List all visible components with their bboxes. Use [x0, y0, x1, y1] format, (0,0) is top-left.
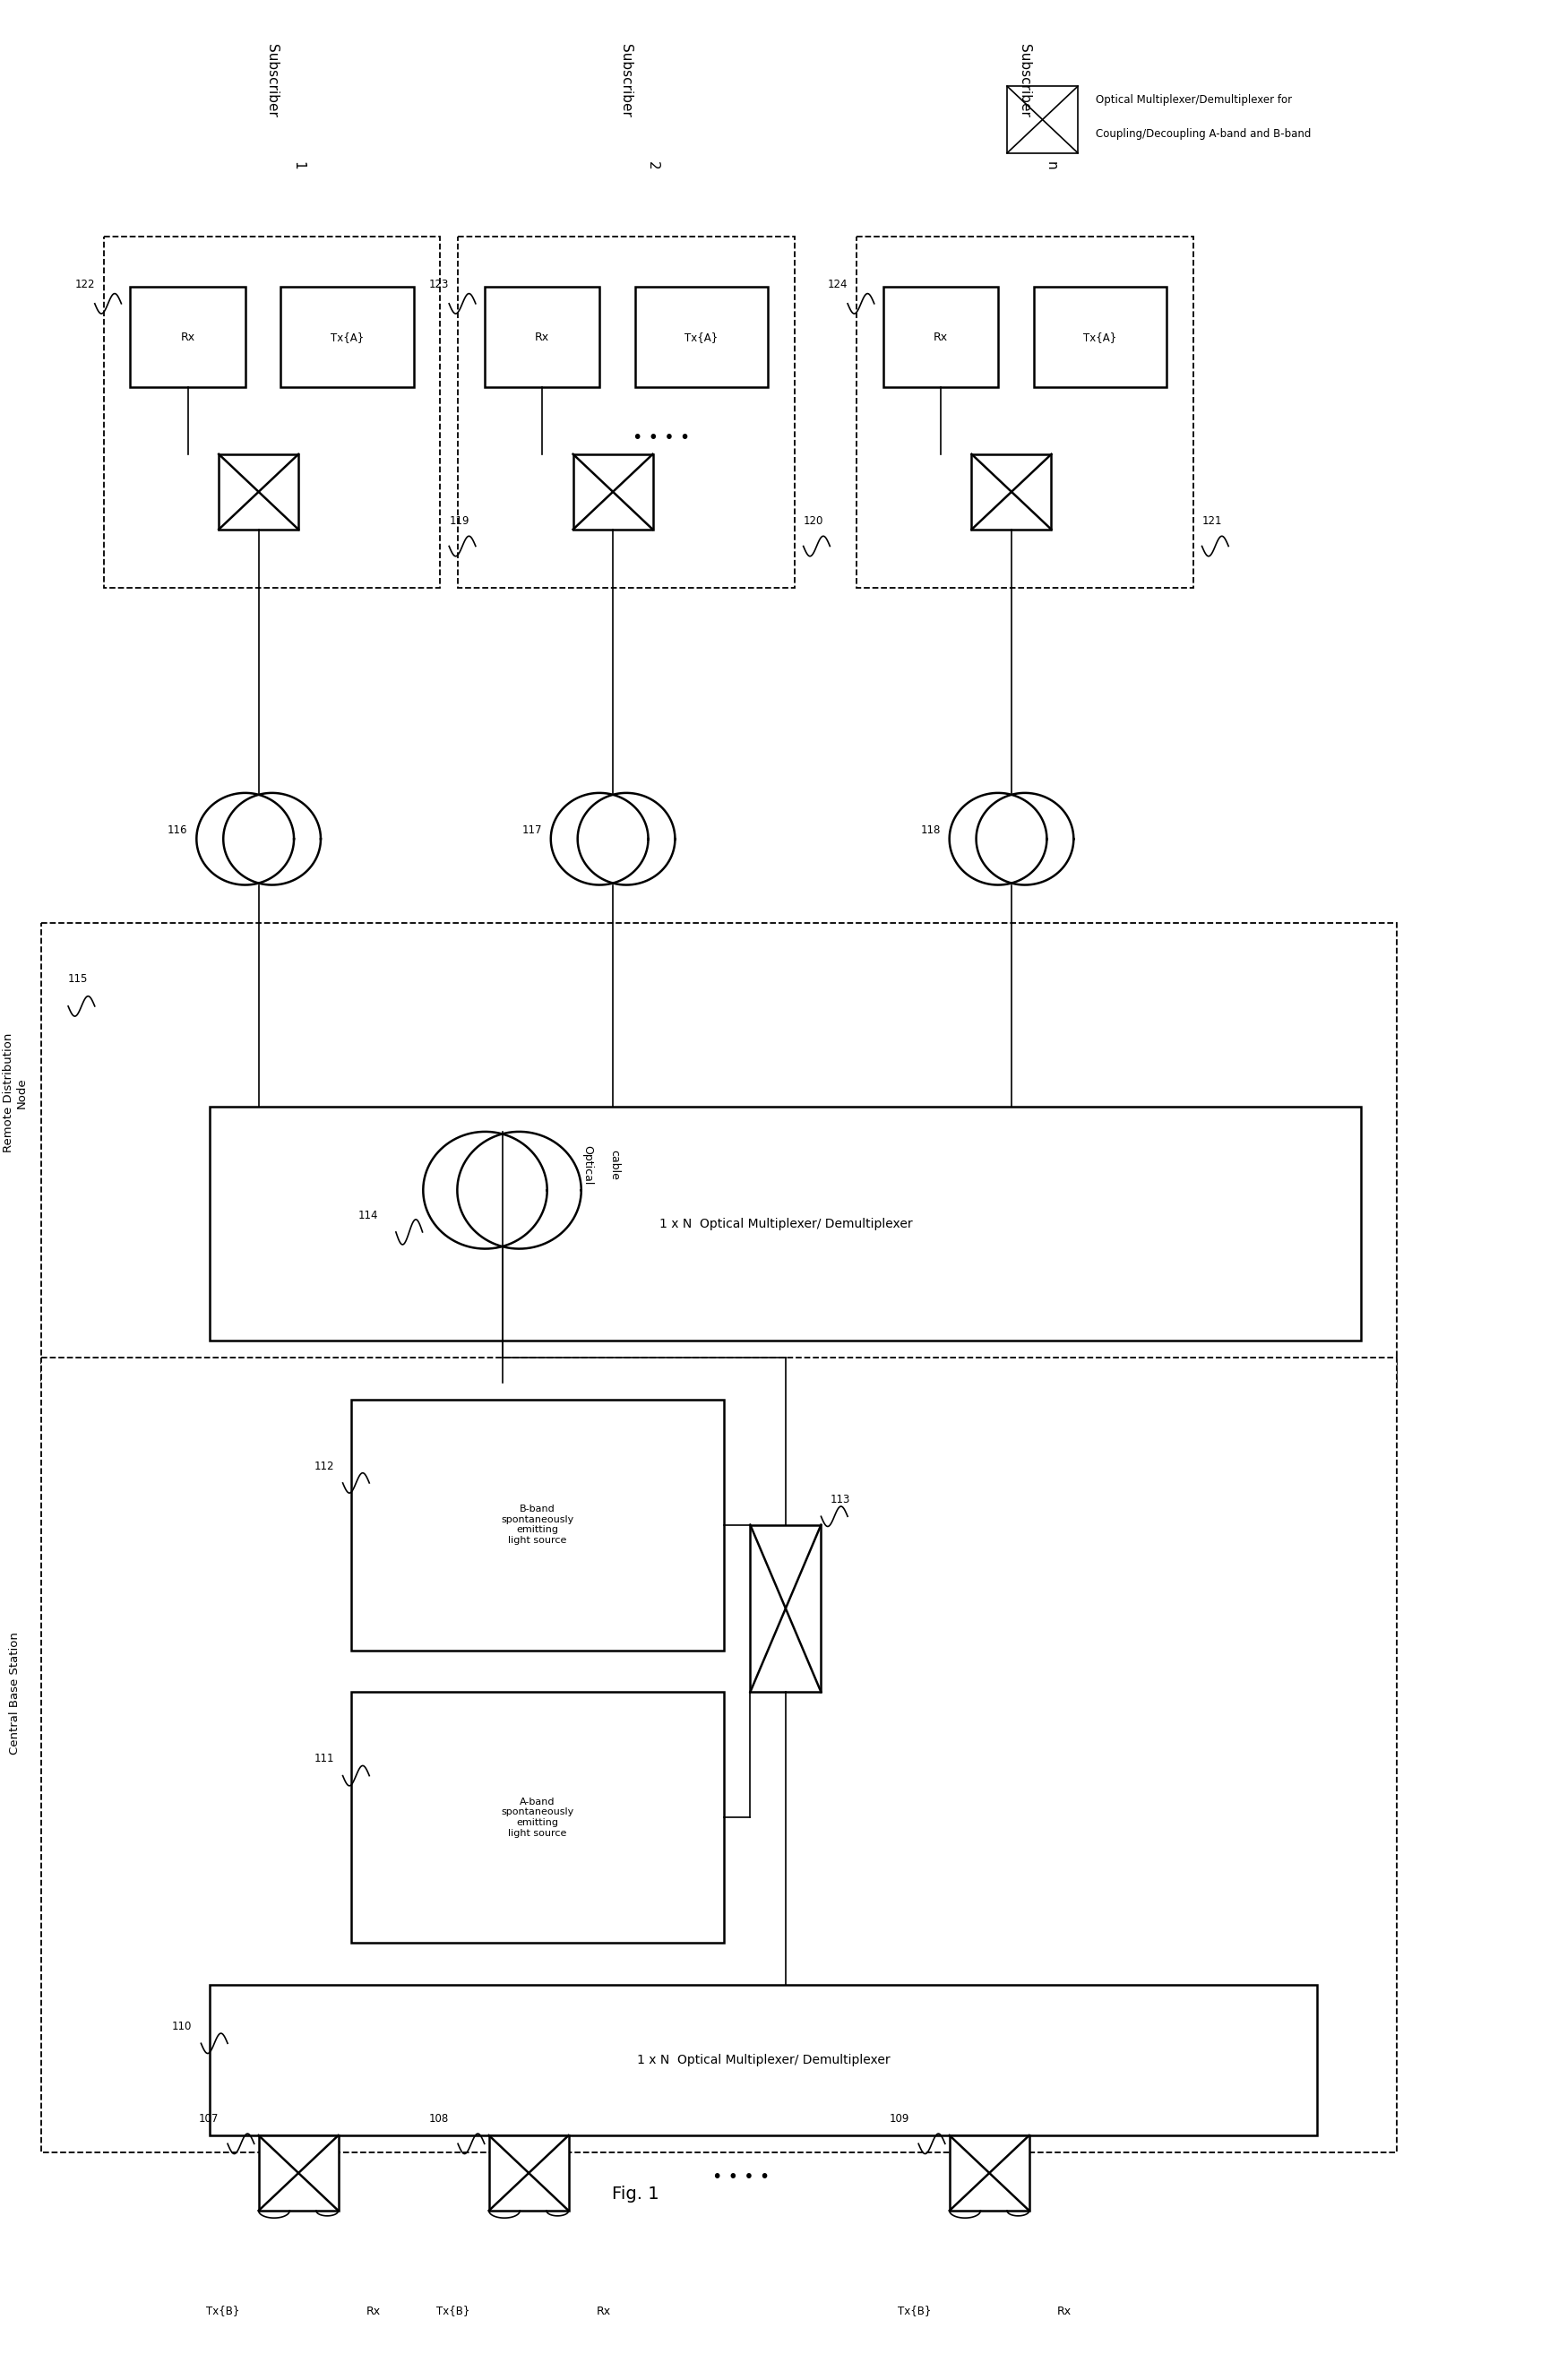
Text: 115: 115	[68, 973, 88, 985]
Bar	[280, 288, 413, 388]
Text: Tx{A}: Tx{A}	[684, 331, 718, 343]
Text: Remote Distribution
Node: Remote Distribution Node	[3, 1033, 28, 1152]
Text: 1 x N  Optical Multiplexer/ Demultiplexer: 1 x N Optical Multiplexer/ Demultiplexer	[660, 1219, 912, 1230]
Text: 107: 107	[199, 2113, 219, 2125]
Text: Optical Multiplexer/Demultiplexer for: Optical Multiplexer/Demultiplexer for	[1096, 95, 1291, 107]
Bar	[972, 455, 1051, 528]
Bar	[42, 923, 1396, 1383]
Bar	[1008, 2261, 1122, 2361]
Bar	[883, 288, 999, 388]
Text: Rx: Rx	[180, 331, 196, 343]
Bar	[219, 455, 299, 528]
Text: Subscriber: Subscriber	[1019, 45, 1031, 117]
Bar	[210, 1985, 1318, 2135]
Text: Coupling/Decoupling A-band and B-band: Coupling/Decoupling A-band and B-band	[1096, 129, 1311, 140]
Bar	[484, 288, 599, 388]
Text: 2: 2	[646, 162, 660, 169]
Bar	[857, 236, 1193, 588]
Text: 111: 111	[314, 1754, 334, 1766]
Text: 120: 120	[803, 514, 823, 526]
Text: 113: 113	[831, 1495, 851, 1507]
Bar	[129, 288, 245, 388]
Bar	[157, 2261, 290, 2361]
Text: 118: 118	[920, 826, 940, 835]
Text: Tx{A}: Tx{A}	[330, 331, 364, 343]
Text: Rx: Rx	[934, 331, 948, 343]
Text: Rx: Rx	[535, 331, 549, 343]
Text: 112: 112	[314, 1461, 334, 1473]
Bar	[750, 1526, 821, 1692]
Bar	[316, 2261, 431, 2361]
Text: 109: 109	[889, 2113, 909, 2125]
Text: 114: 114	[358, 1209, 378, 1221]
Bar	[259, 2135, 339, 2211]
Text: 122: 122	[74, 278, 94, 290]
Text: Rx: Rx	[596, 2306, 612, 2316]
Text: Subscriber: Subscriber	[265, 45, 279, 117]
Bar	[387, 2261, 519, 2361]
Text: 124: 124	[828, 278, 848, 290]
Bar	[573, 455, 653, 528]
Text: 1 x N  Optical Multiplexer/ Demultiplexer: 1 x N Optical Multiplexer/ Demultiplexer	[636, 2054, 891, 2066]
Text: Fig. 1: Fig. 1	[612, 2185, 658, 2202]
Text: B-band
spontaneously
emitting
light source: B-band spontaneously emitting light sour…	[501, 1504, 573, 1545]
Text: 116: 116	[168, 826, 188, 835]
Bar	[547, 2261, 661, 2361]
Text: • • • •: • • • •	[712, 2168, 770, 2185]
Text: 117: 117	[522, 826, 542, 835]
Text: 119: 119	[448, 514, 468, 526]
Bar	[210, 1107, 1361, 1340]
Bar	[1034, 288, 1167, 388]
Bar	[458, 236, 795, 588]
Text: Rx: Rx	[367, 2306, 381, 2316]
Bar	[848, 2261, 980, 2361]
Bar	[488, 2135, 569, 2211]
Text: Rx: Rx	[1057, 2306, 1073, 2316]
Text: cable: cable	[609, 1150, 619, 1180]
Bar	[103, 236, 441, 588]
Bar	[635, 288, 767, 388]
Bar	[351, 1692, 724, 1942]
Bar	[351, 1399, 724, 1649]
Text: Subscriber: Subscriber	[619, 45, 633, 117]
Text: Tx{B}: Tx{B}	[897, 2306, 931, 2316]
Text: 121: 121	[1202, 514, 1222, 526]
Text: Central Base Station: Central Base Station	[9, 1633, 22, 1754]
Bar	[949, 2135, 1029, 2211]
Text: Optical: Optical	[582, 1145, 593, 1185]
Text: 110: 110	[173, 2021, 193, 2033]
Bar	[42, 1357, 1396, 2152]
Text: Tx{A}: Tx{A}	[1083, 331, 1117, 343]
Text: • • • •: • • • •	[633, 428, 690, 445]
Text: 123: 123	[428, 278, 448, 290]
Text: Tx{B}: Tx{B}	[206, 2306, 240, 2316]
Bar	[1008, 86, 1077, 152]
Text: 108: 108	[428, 2113, 448, 2125]
Text: 1: 1	[291, 162, 305, 169]
Text: n: n	[1045, 162, 1059, 169]
Text: A-band
spontaneously
emitting
light source: A-band spontaneously emitting light sour…	[501, 1797, 573, 1837]
Text: Tx{B}: Tx{B}	[436, 2306, 470, 2316]
